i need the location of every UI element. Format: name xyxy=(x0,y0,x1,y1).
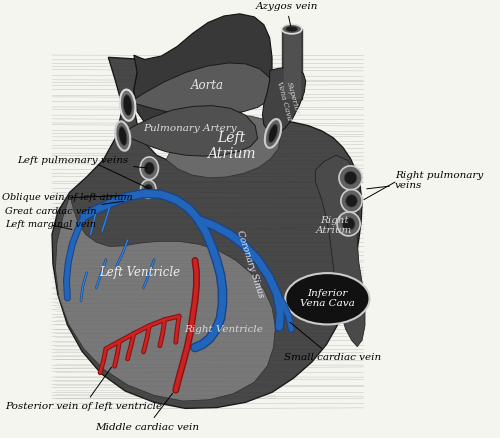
Polygon shape xyxy=(166,115,280,178)
Ellipse shape xyxy=(144,184,152,194)
Ellipse shape xyxy=(342,217,355,230)
Text: Posterior vein of left ventricle: Posterior vein of left ventricle xyxy=(5,367,162,411)
Ellipse shape xyxy=(286,26,298,32)
Ellipse shape xyxy=(346,194,358,207)
Ellipse shape xyxy=(140,157,158,180)
Text: Great cardiac vein: Great cardiac vein xyxy=(5,201,124,216)
Polygon shape xyxy=(56,195,276,401)
Text: Left marginal vein: Left marginal vein xyxy=(5,220,96,230)
Ellipse shape xyxy=(282,24,302,34)
Text: Inferior
Vena Cava: Inferior Vena Cava xyxy=(300,289,355,308)
Text: Left
Atrium: Left Atrium xyxy=(207,131,256,161)
Text: Azygos vein: Azygos vein xyxy=(256,2,318,26)
Ellipse shape xyxy=(265,119,281,148)
Text: Small cardiac vein: Small cardiac vein xyxy=(284,322,381,362)
Text: Coronary Sinus: Coronary Sinus xyxy=(235,229,266,299)
Text: Middle cardiac vein: Middle cardiac vein xyxy=(95,393,199,431)
Ellipse shape xyxy=(268,124,278,143)
Polygon shape xyxy=(52,57,362,408)
Polygon shape xyxy=(118,106,258,156)
Ellipse shape xyxy=(118,127,127,145)
Ellipse shape xyxy=(344,171,357,184)
Text: Right
Atrium: Right Atrium xyxy=(316,216,352,235)
Text: Oblique vein of left atrium: Oblique vein of left atrium xyxy=(2,193,133,202)
Text: Left Ventricle: Left Ventricle xyxy=(99,266,180,279)
Ellipse shape xyxy=(286,273,370,325)
Polygon shape xyxy=(123,63,276,115)
Polygon shape xyxy=(316,155,365,346)
Text: Right pulmonary
veins: Right pulmonary veins xyxy=(367,171,483,190)
Ellipse shape xyxy=(140,180,156,198)
Polygon shape xyxy=(134,14,272,142)
Ellipse shape xyxy=(341,190,362,212)
Text: Right Ventricle: Right Ventricle xyxy=(184,325,264,334)
Text: Left pulmonary veins: Left pulmonary veins xyxy=(17,156,148,168)
Ellipse shape xyxy=(116,121,130,151)
Polygon shape xyxy=(262,67,306,134)
Text: Aorta: Aorta xyxy=(190,79,224,92)
Ellipse shape xyxy=(144,162,154,174)
Text: Pulmonary Artery: Pulmonary Artery xyxy=(144,124,237,133)
Ellipse shape xyxy=(123,95,132,116)
Ellipse shape xyxy=(337,212,360,236)
Text: Superior
Vena Cava: Superior Vena Cava xyxy=(276,78,302,121)
Ellipse shape xyxy=(339,166,362,190)
Ellipse shape xyxy=(120,89,136,121)
